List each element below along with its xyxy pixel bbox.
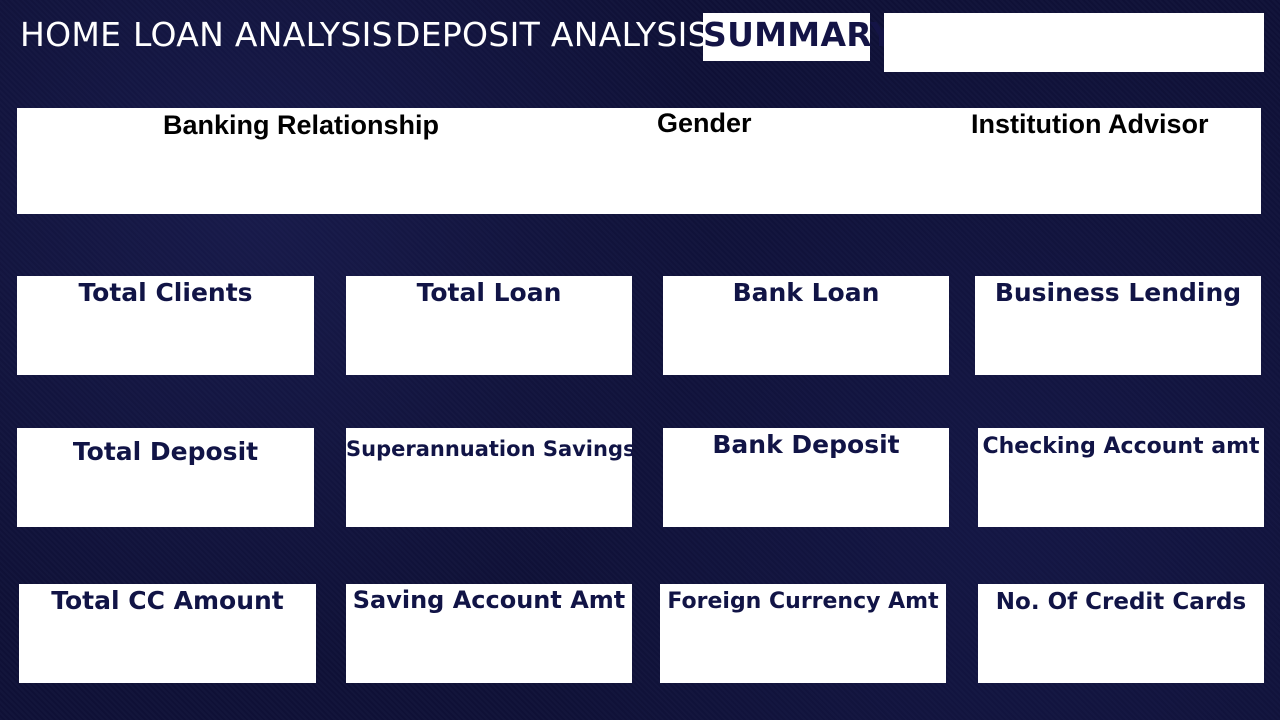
card-bank-loan: Bank Loan	[663, 276, 949, 375]
card-saving-account-amt: Saving Account Amt	[346, 584, 632, 683]
card-total-deposit: Total Deposit	[17, 428, 314, 527]
card-no-of-credit-cards: No. Of Credit Cards	[978, 584, 1264, 683]
card-title: Checking Account amt	[982, 434, 1260, 459]
slicer-banking-relationship[interactable]: Banking Relationship	[163, 110, 440, 140]
card-checking-account-amt: Checking Account amt	[978, 428, 1264, 527]
slicer-panel: Banking Relationship Gender Institution …	[17, 108, 1261, 214]
card-title: Total Loan	[416, 278, 562, 307]
card-superannuation-savings: Superannuation Savings	[346, 428, 632, 527]
card-title: Total Clients	[78, 278, 253, 307]
filter-box[interactable]	[884, 13, 1264, 72]
slicer-institution-advisor[interactable]: Institution Advisor	[971, 109, 1209, 139]
card-bank-deposit: Bank Deposit	[663, 428, 949, 527]
card-title: Total CC Amount	[51, 586, 284, 615]
card-title: Foreign Currency Amt	[667, 589, 939, 614]
card-business-lending: Business Lending	[975, 276, 1261, 375]
card-title: Superannuation Savings	[346, 437, 632, 461]
card-foreign-currency-amt: Foreign Currency Amt	[660, 584, 946, 683]
card-title: Total Deposit	[72, 437, 259, 466]
card-total-cc-amount: Total CC Amount	[19, 584, 316, 683]
nav-home-button[interactable]: HOME	[20, 15, 122, 54]
card-title: No. Of Credit Cards	[995, 589, 1247, 615]
card-title: Saving Account Amt	[352, 586, 626, 614]
card-title: Bank Loan	[732, 278, 880, 307]
card-title: Business Lending	[994, 278, 1242, 307]
nav-loan-analysis-button[interactable]: LOAN ANALYSIS	[133, 15, 393, 54]
slicer-gender[interactable]: Gender	[657, 108, 752, 138]
card-total-loan: Total Loan	[346, 276, 632, 375]
card-total-clients: Total Clients	[17, 276, 314, 375]
nav-summary-button[interactable]: SUMMARY	[703, 13, 894, 61]
card-title: Bank Deposit	[712, 430, 900, 459]
nav-deposit-analysis-button[interactable]: DEPOSIT ANALYSIS	[395, 15, 709, 54]
